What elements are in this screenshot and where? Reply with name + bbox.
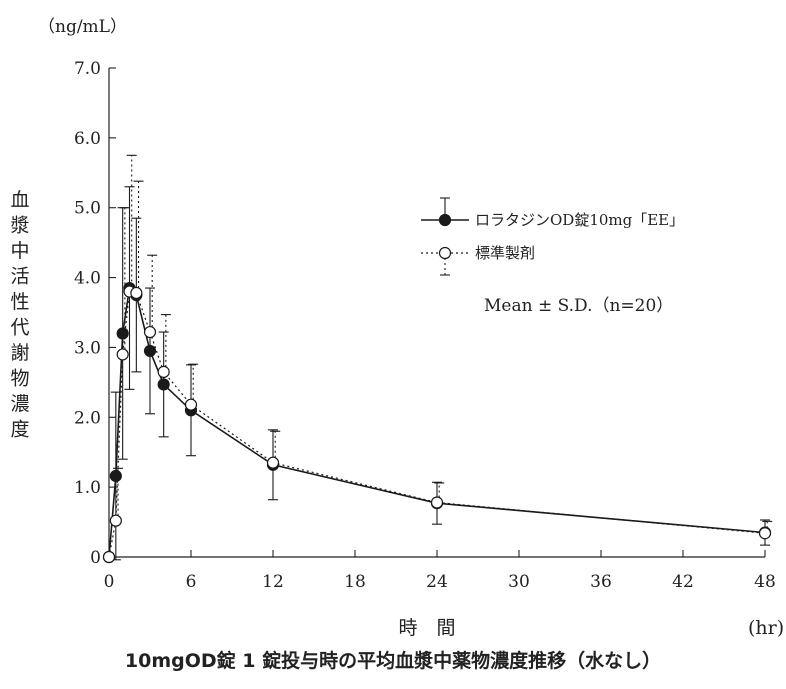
- data-point: [116, 327, 129, 340]
- x-axis-unit: (hr): [748, 617, 784, 639]
- figure-caption: 10mgOD錠 1 錠投与時の平均血漿中薬物濃度推移（水なし）: [124, 650, 662, 672]
- legend-marker: [438, 213, 452, 227]
- y-axis-title-char: 代: [10, 317, 29, 339]
- y-axis-title-char: 謝: [10, 342, 29, 364]
- y-axis-title-char: 活: [10, 266, 29, 288]
- data-point: [266, 456, 280, 469]
- y-tick-label: 1.0: [74, 478, 101, 498]
- y-axis-title-char: 度: [10, 419, 29, 441]
- x-tick-label: 12: [262, 572, 284, 592]
- x-tick-label: 18: [344, 572, 366, 592]
- legend-label: 標準製剤: [475, 244, 535, 262]
- data-point: [184, 398, 198, 411]
- data-point: [758, 527, 772, 540]
- y-tick-label: 6.0: [74, 129, 101, 149]
- x-tick-label: 30: [508, 572, 530, 592]
- series-reference: [102, 154, 773, 564]
- statistic-annotation: Mean ± S.D.（n=20）: [484, 296, 673, 316]
- legend-marker: [438, 246, 452, 260]
- y-axis-title-char: 物: [10, 368, 29, 390]
- x-tick-label: 6: [186, 572, 197, 592]
- y-axis-title-char: 濃: [10, 393, 29, 415]
- y-tick-label: 7.0: [74, 59, 101, 79]
- chart-figure: （ng/mL） 0 1.0 2.0 3.0 4.0 5.0 6.0 7.0 0 6 12 18 24 30…: [10, 17, 784, 639]
- x-tick-label: 42: [672, 572, 694, 592]
- data-point: [430, 496, 444, 509]
- y-axis-title-char: 中: [10, 240, 29, 262]
- data-point: [116, 348, 129, 361]
- y-axis-title-char: 性: [10, 291, 29, 313]
- x-tick-label: 36: [590, 572, 612, 592]
- y-tick-label: 3.0: [74, 338, 101, 358]
- data-point: [157, 365, 170, 378]
- data-point: [109, 469, 122, 483]
- chart-legend: ロラタジンOD錠10mg「EE」標準製剤: [421, 197, 684, 276]
- y-axis-title-char: 血: [10, 189, 29, 211]
- x-tick-label: 0: [104, 572, 115, 592]
- y-tick-label: 2.0: [74, 408, 101, 428]
- x-tick-label: 24: [426, 572, 448, 592]
- chart-axes: 0 1.0 2.0 3.0 4.0 5.0 6.0 7.0 0 6 12 18 24 30 36 42 48: [74, 59, 776, 592]
- data-point: [109, 514, 122, 527]
- data-point: [130, 286, 143, 300]
- data-point: [143, 325, 157, 339]
- y-axis-unit: （ng/mL）: [38, 17, 127, 37]
- x-axis-title: 時 間: [398, 617, 455, 639]
- legend-label: ロラタジンOD錠10mg「EE」: [475, 211, 684, 229]
- y-tick-label: 4.0: [74, 269, 101, 289]
- data-point: [102, 550, 116, 564]
- y-axis-title-char: 漿: [10, 215, 29, 237]
- series-layer: [102, 154, 773, 564]
- y-tick-label: 0: [90, 548, 101, 568]
- x-tick-label: 48: [754, 572, 776, 592]
- y-tick-label: 5.0: [74, 199, 101, 219]
- data-point: [157, 378, 170, 391]
- data-point: [143, 344, 157, 358]
